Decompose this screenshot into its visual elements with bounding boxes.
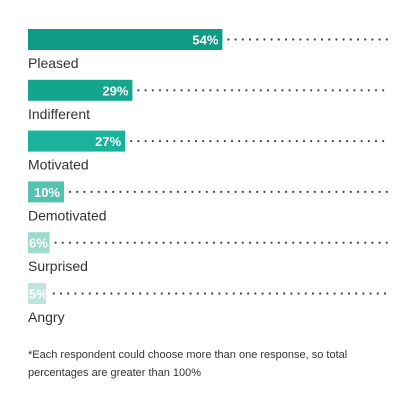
- value-label: 54%: [192, 33, 218, 48]
- value-label: 6%: [29, 236, 48, 251]
- footnote: *Each respondent could choose more than …: [28, 349, 347, 361]
- bar: [28, 130, 126, 152]
- footnote: percentages are greater than 100%: [28, 367, 201, 379]
- value-label: 27%: [95, 134, 121, 149]
- value-label: 10%: [34, 185, 60, 200]
- bar: [28, 79, 133, 101]
- value-label: 29%: [102, 83, 128, 98]
- value-label: 5%: [29, 287, 48, 302]
- bar: [28, 283, 46, 304]
- category-label: Indifferent: [28, 106, 90, 122]
- bar: [28, 181, 64, 203]
- category-label: Pleased: [28, 55, 79, 71]
- category-label: Motivated: [28, 157, 89, 173]
- category-label: Angry: [28, 309, 65, 325]
- bar: [28, 29, 223, 50]
- category-label: Surprised: [28, 258, 88, 274]
- bar: [28, 232, 50, 254]
- category-label: Demotivated: [28, 207, 107, 223]
